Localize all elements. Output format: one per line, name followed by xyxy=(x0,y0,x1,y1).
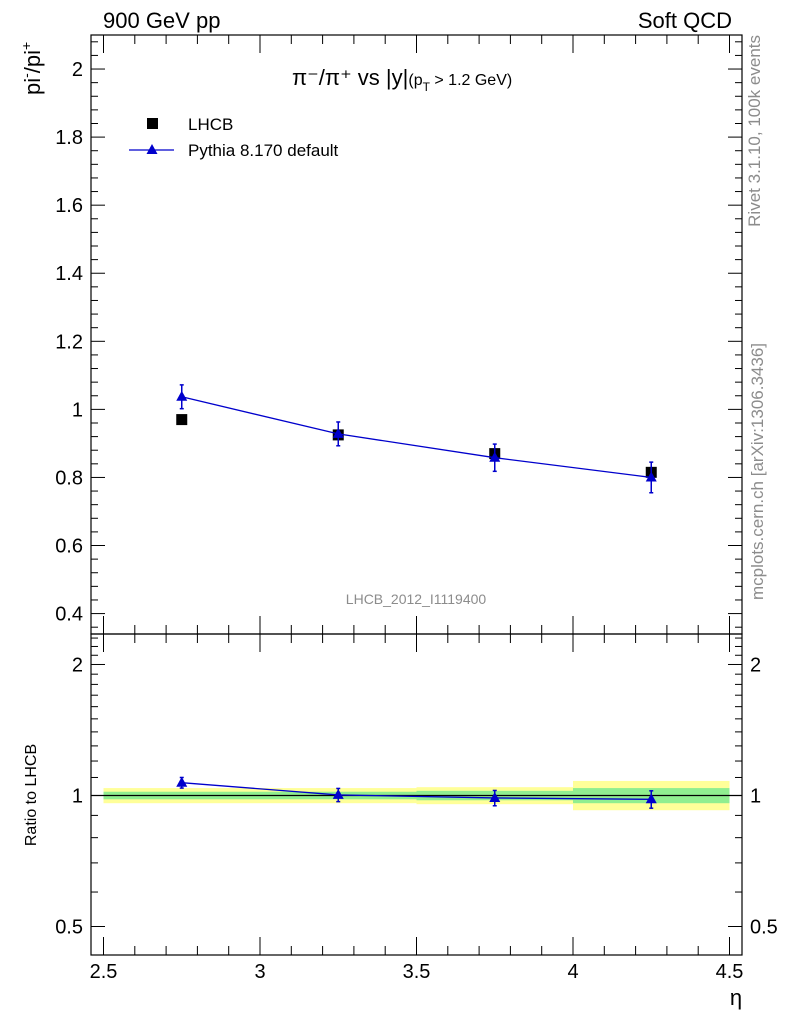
legend-label-lhcb: LHCB xyxy=(188,115,233,134)
y-tick-label: 2 xyxy=(72,59,83,81)
ratio-y-tick-label: 1 xyxy=(72,785,83,807)
chart-title: π⁻/π⁺ vs |y|(pT > 1.2 GeV) xyxy=(292,65,512,94)
main-y-tick-labels: 0.4 0.6 0.8 1 1.2 1.4 1.6 1.8 2 xyxy=(55,59,83,626)
x-tick-label: 3.5 xyxy=(403,961,431,983)
y-tick-label: 1.4 xyxy=(55,263,83,285)
main-panel: 0.4 0.6 0.8 1 1.2 1.4 1.6 1.8 2 pi-/pi+ π⁻/π⁺ vs… xyxy=(18,34,743,635)
legend-label-pythia: Pythia 8.170 default xyxy=(188,141,339,160)
pythia-point xyxy=(645,471,657,482)
x-tick-label: 3 xyxy=(254,961,265,983)
x-tick-label: 2.5 xyxy=(90,961,118,983)
mcplots-note: mcplots.cern.ch [arXiv:1306.3436] xyxy=(748,343,767,600)
main-axis-ticks xyxy=(91,35,742,634)
ratio-point xyxy=(645,793,657,804)
y-tick-label: 1.6 xyxy=(55,195,83,217)
ratio-point xyxy=(176,776,188,787)
x-tick-labels: 2.5 3 3.5 4 4.5 xyxy=(90,961,744,983)
pythia-point xyxy=(489,451,501,462)
main-frame xyxy=(90,34,743,635)
ratio-y-tick-label-right: 1 xyxy=(750,785,761,807)
analysis-watermark: LHCB_2012_I1119400 xyxy=(346,591,487,607)
y-tick-label: 0.8 xyxy=(55,467,83,489)
ratio-pythia-line xyxy=(181,782,652,800)
pythia-point xyxy=(176,390,188,401)
legend: LHCB Pythia 8.170 default xyxy=(129,115,339,160)
lhcb-point xyxy=(176,414,188,426)
ratio-uncertainty-bands xyxy=(91,780,742,811)
ratio-y-tick-label: 2 xyxy=(72,654,83,676)
legend-marker-pythia xyxy=(146,144,158,154)
ratio-data xyxy=(176,776,657,809)
y-tick-label: 0.4 xyxy=(55,604,83,626)
ratio-axis-ticks xyxy=(91,634,742,955)
legend-marker-lhcb xyxy=(147,118,158,129)
y-tick-label: 1.8 xyxy=(55,127,83,149)
main-y-axis-label: pi-/pi+ xyxy=(18,42,45,95)
y-tick-label: 0.6 xyxy=(55,536,83,558)
rivet-note: Rivet 3.1.10, 100k events xyxy=(745,35,764,227)
x-tick-label: 4 xyxy=(567,961,578,983)
ratio-y-tick-label-right: 2 xyxy=(750,654,761,676)
ratio-y-tick-label-right: 0.5 xyxy=(750,916,778,938)
pythia-point xyxy=(332,427,344,438)
x-tick-label: 4.5 xyxy=(716,961,744,983)
ratio-point xyxy=(489,791,501,802)
ratio-y-tick-label: 0.5 xyxy=(55,916,83,938)
ratio-y-tick-labels: 0.5 0.5 1 1 2 2 xyxy=(55,654,778,938)
ratio-panel: 0.5 0.5 1 1 2 2 Ratio to LHCB xyxy=(23,633,778,956)
ratio-y-axis-label: Ratio to LHCB xyxy=(23,744,40,846)
ratio-point xyxy=(332,788,344,799)
pythia-line xyxy=(181,396,652,479)
header-left: 900 GeV pp xyxy=(103,8,220,33)
main-data xyxy=(176,384,657,494)
y-tick-label: 1 xyxy=(72,399,83,421)
x-axis-label: η xyxy=(730,985,742,1010)
header-right: Soft QCD xyxy=(638,8,732,33)
y-tick-label: 1.2 xyxy=(55,331,83,353)
